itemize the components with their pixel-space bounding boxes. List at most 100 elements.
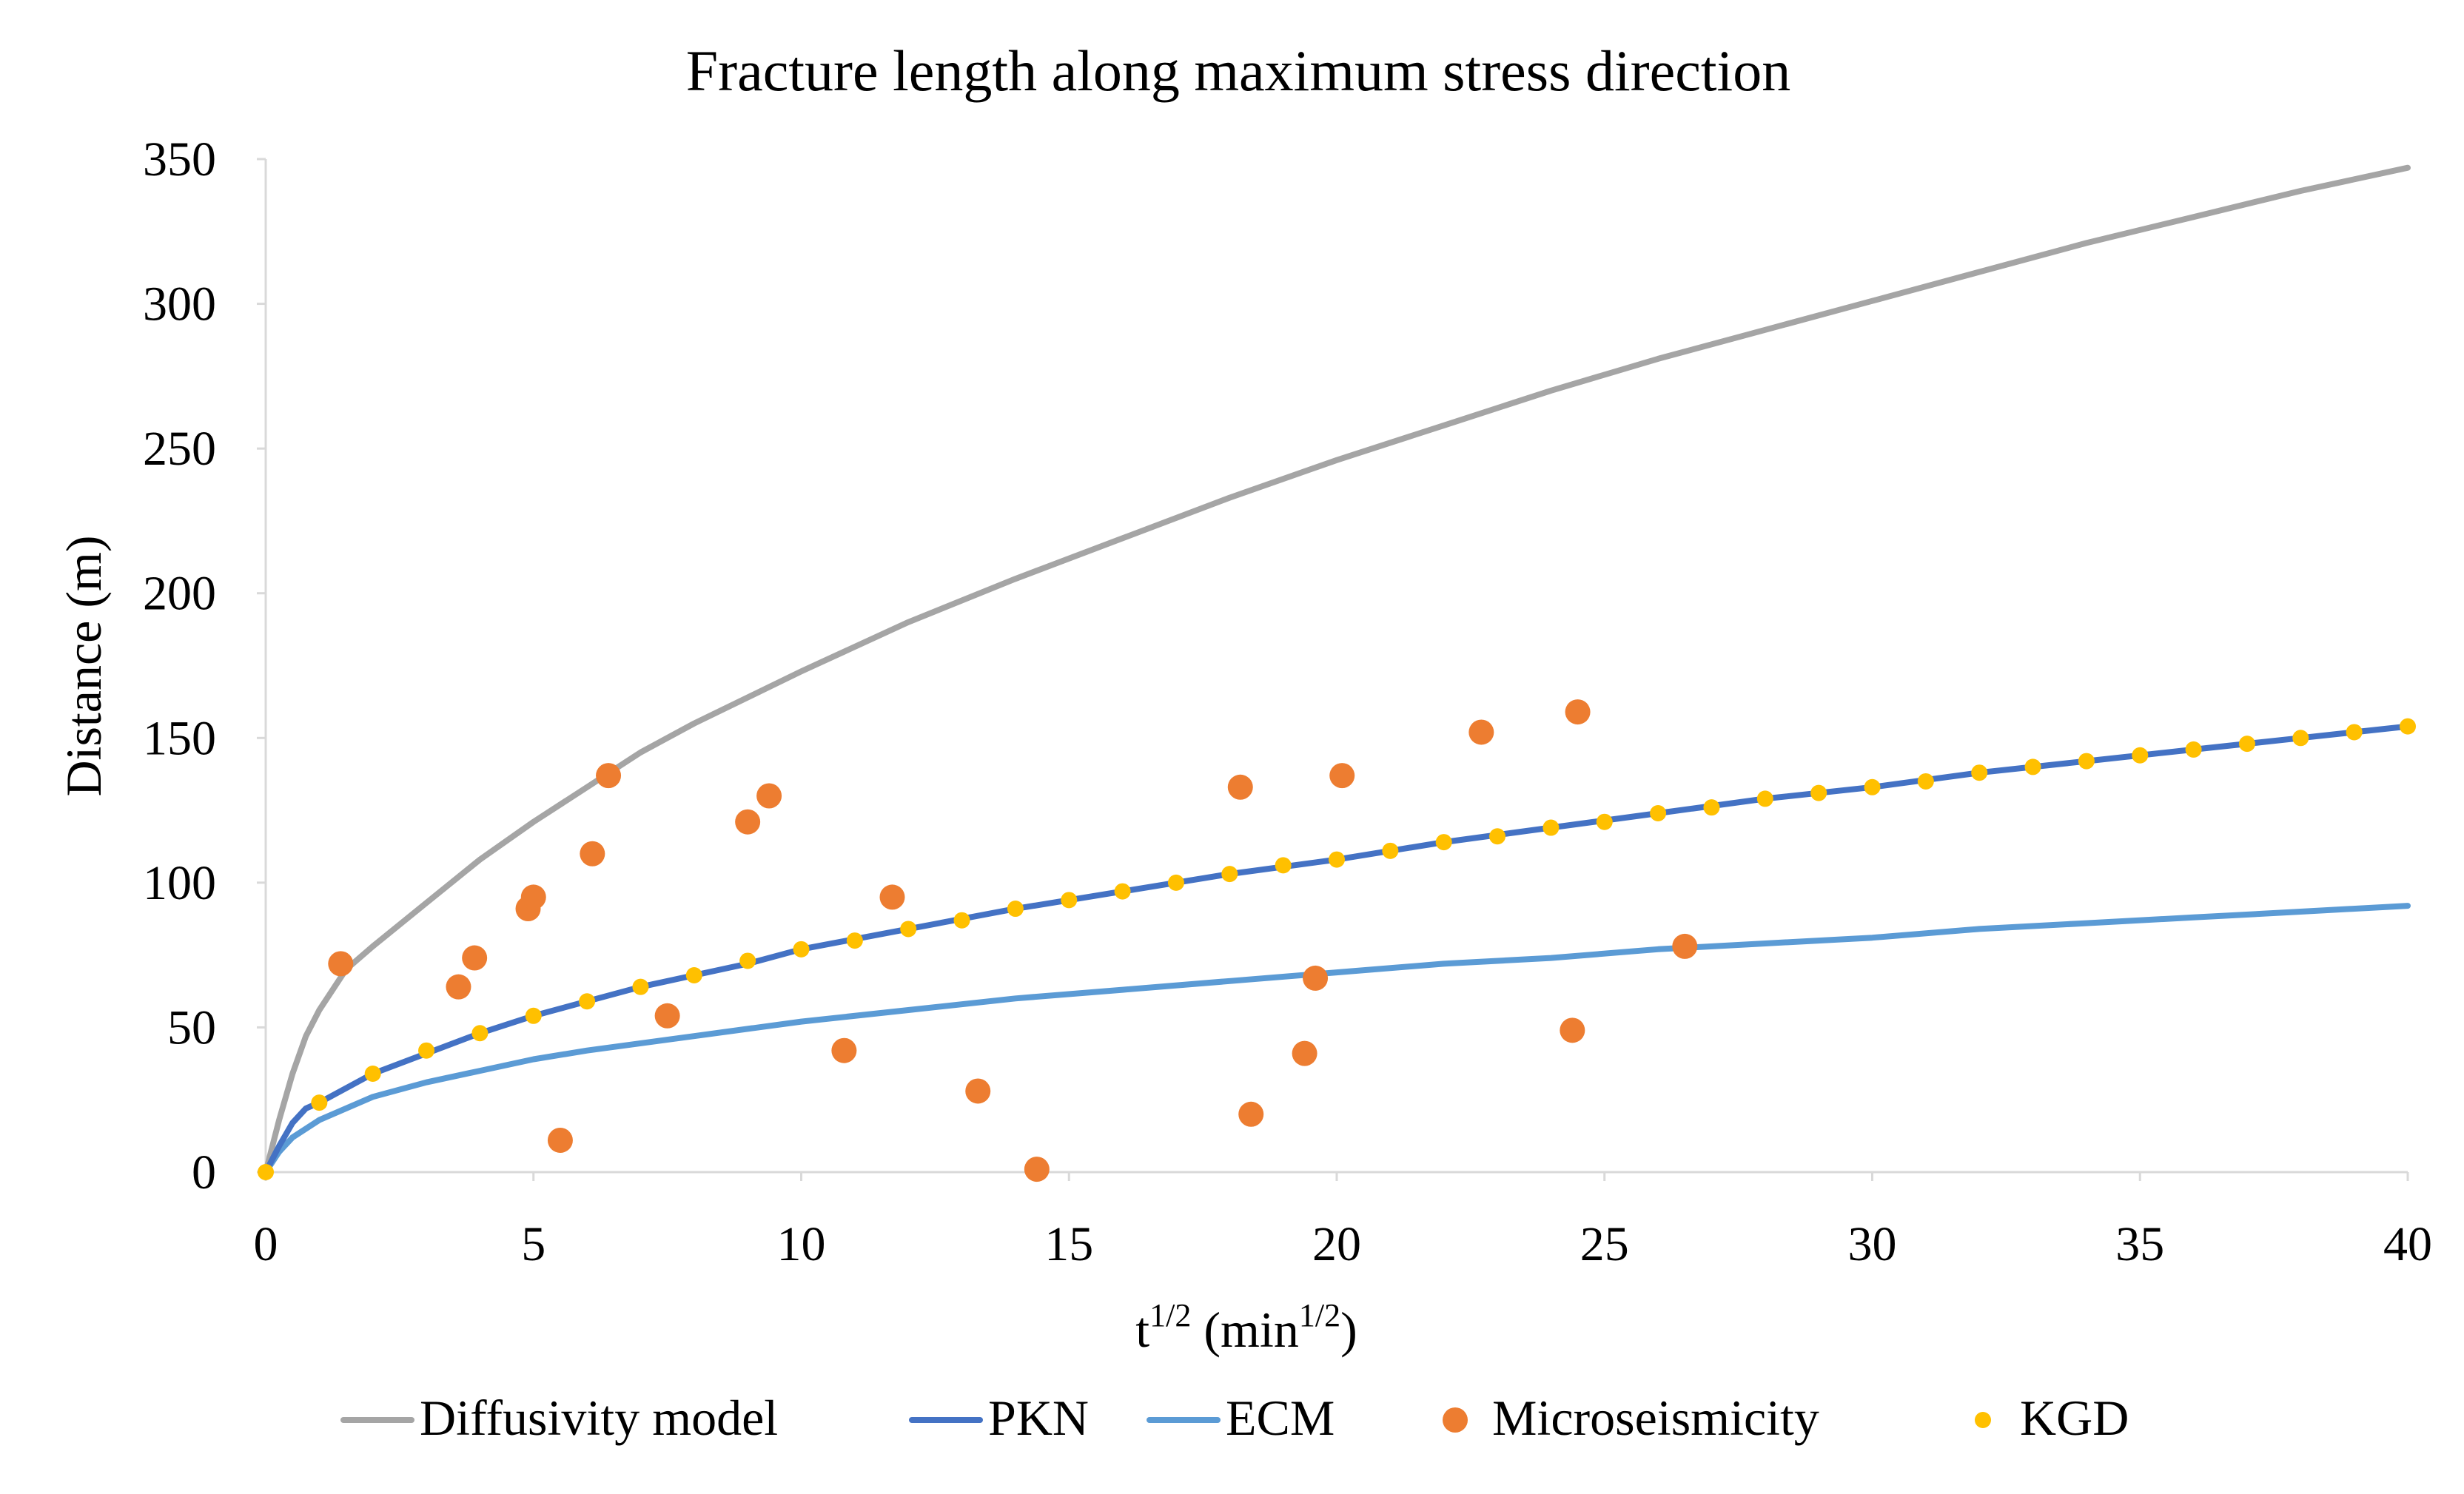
y-tick-label: 100 — [143, 856, 216, 910]
x-label-mid: (min — [1191, 1302, 1298, 1358]
point-kgd — [1542, 819, 1560, 836]
point-kgd — [525, 1007, 542, 1024]
legend: Diffusivity model PKN ECM Microseismicity KG… — [340, 1390, 2129, 1446]
y-tick-label: 0 — [192, 1145, 216, 1199]
legend-label-ecm: ECM — [1226, 1390, 1335, 1446]
x-tick-label: 0 — [254, 1217, 278, 1271]
point-microseismicity — [328, 951, 354, 977]
series-line-diffusivity-model — [263, 164, 2411, 1175]
point-kgd — [2400, 718, 2416, 735]
legend-label-diffusivity-model: Diffusivity model — [420, 1390, 778, 1446]
x-tick-label: 10 — [777, 1217, 826, 1271]
y-axis-label: Distance (m) — [56, 535, 112, 796]
point-microseismicity — [462, 945, 488, 971]
point-microseismicity — [879, 884, 905, 910]
point-microseismicity — [1672, 933, 1698, 959]
point-microseismicity — [965, 1078, 991, 1104]
point-microseismicity — [580, 841, 605, 867]
point-kgd — [2238, 736, 2255, 753]
x-tick-label: 35 — [2115, 1217, 2164, 1271]
series-line-pkn — [263, 723, 2411, 1175]
point-kgd — [1007, 901, 1024, 918]
x-label-base: t — [1135, 1302, 1149, 1358]
chart-title: Fracture length along maximum stress dir… — [686, 38, 1790, 103]
x-tick-label: 30 — [1848, 1217, 1897, 1271]
point-microseismicity — [1565, 699, 1591, 725]
point-kgd — [2346, 724, 2363, 741]
y-tick-label: 300 — [143, 277, 216, 332]
series-line-ecm — [263, 903, 2411, 1175]
y-tick-label: 50 — [167, 1000, 216, 1054]
point-microseismicity — [831, 1037, 857, 1063]
x-label-exp: 1/2 — [1149, 1297, 1191, 1333]
point-kgd — [900, 921, 917, 938]
point-kgd — [2185, 741, 2202, 758]
point-microseismicity — [1560, 1017, 1585, 1043]
point-kgd — [1703, 799, 1720, 816]
legend-label-pkn: PKN — [988, 1390, 1089, 1446]
point-microseismicity — [1303, 965, 1329, 991]
plot-series — [258, 164, 2416, 1182]
y-tick-labels: 0 50 100 150 200 250 300 350 — [143, 132, 266, 1199]
point-microseismicity — [1329, 763, 1355, 789]
point-kgd — [2078, 753, 2095, 770]
point-kgd — [2132, 747, 2149, 764]
x-label-end: ) — [1340, 1302, 1357, 1358]
point-kgd — [1329, 851, 1345, 868]
point-microseismicity — [1238, 1101, 1264, 1127]
point-kgd — [739, 952, 756, 969]
point-kgd — [1489, 828, 1506, 845]
point-kgd — [846, 932, 863, 949]
point-microseismicity — [520, 884, 546, 910]
point-kgd — [1917, 773, 1934, 790]
point-microseismicity — [547, 1127, 573, 1153]
y-tick-label: 250 — [143, 422, 216, 476]
point-kgd — [685, 967, 702, 984]
point-kgd — [953, 912, 970, 929]
point-microseismicity — [596, 763, 622, 789]
x-tick-label: 20 — [1312, 1217, 1361, 1271]
x-tick-label: 25 — [1580, 1217, 1629, 1271]
x-tick-label: 5 — [521, 1217, 545, 1271]
point-kgd — [579, 993, 596, 1010]
point-microseismicity — [446, 974, 471, 1000]
legend-label-microseismicity: Microseismicity — [1492, 1390, 1819, 1446]
x-axis-label: t1/2 (min1/2) — [1135, 1297, 1357, 1358]
point-kgd — [2024, 758, 2041, 775]
point-kgd — [1435, 834, 1452, 851]
point-kgd — [1221, 866, 1238, 883]
x-tick-label: 15 — [1044, 1217, 1093, 1271]
point-kgd — [1864, 778, 1881, 795]
point-microseismicity — [1227, 774, 1253, 800]
point-kgd — [1382, 842, 1399, 859]
y-tick-label: 150 — [143, 711, 216, 765]
point-kgd — [1650, 804, 1667, 821]
point-kgd — [1596, 813, 1613, 830]
point-microseismicity — [1292, 1040, 1317, 1066]
point-microseismicity — [654, 1003, 680, 1029]
point-kgd — [418, 1042, 435, 1059]
legend-label-kgd: KGD — [2020, 1390, 2129, 1446]
x-tick-label: 40 — [2383, 1217, 2432, 1271]
point-kgd — [793, 941, 810, 958]
legend-swatch-kgd — [1975, 1412, 1991, 1428]
y-axis: 0 50 100 150 200 250 300 350 — [143, 132, 267, 1199]
point-kgd — [1275, 857, 1292, 874]
point-kgd — [471, 1025, 489, 1042]
point-kgd — [1810, 784, 1827, 801]
point-kgd — [1167, 874, 1184, 891]
point-kgd — [632, 978, 649, 995]
point-kgd — [311, 1094, 328, 1111]
point-kgd — [1114, 883, 1131, 900]
point-microseismicity — [1024, 1157, 1050, 1182]
point-kgd — [364, 1066, 381, 1083]
point-kgd — [1971, 764, 1988, 781]
x-label-exp2: 1/2 — [1299, 1297, 1340, 1333]
x-tick-labels: 0 5 10 15 20 25 30 35 40 — [254, 1172, 2432, 1271]
point-kgd — [2292, 730, 2309, 747]
y-tick-label: 350 — [143, 132, 216, 186]
point-microseismicity — [1468, 719, 1494, 745]
point-kgd — [258, 1164, 274, 1180]
point-microseismicity — [756, 783, 782, 809]
